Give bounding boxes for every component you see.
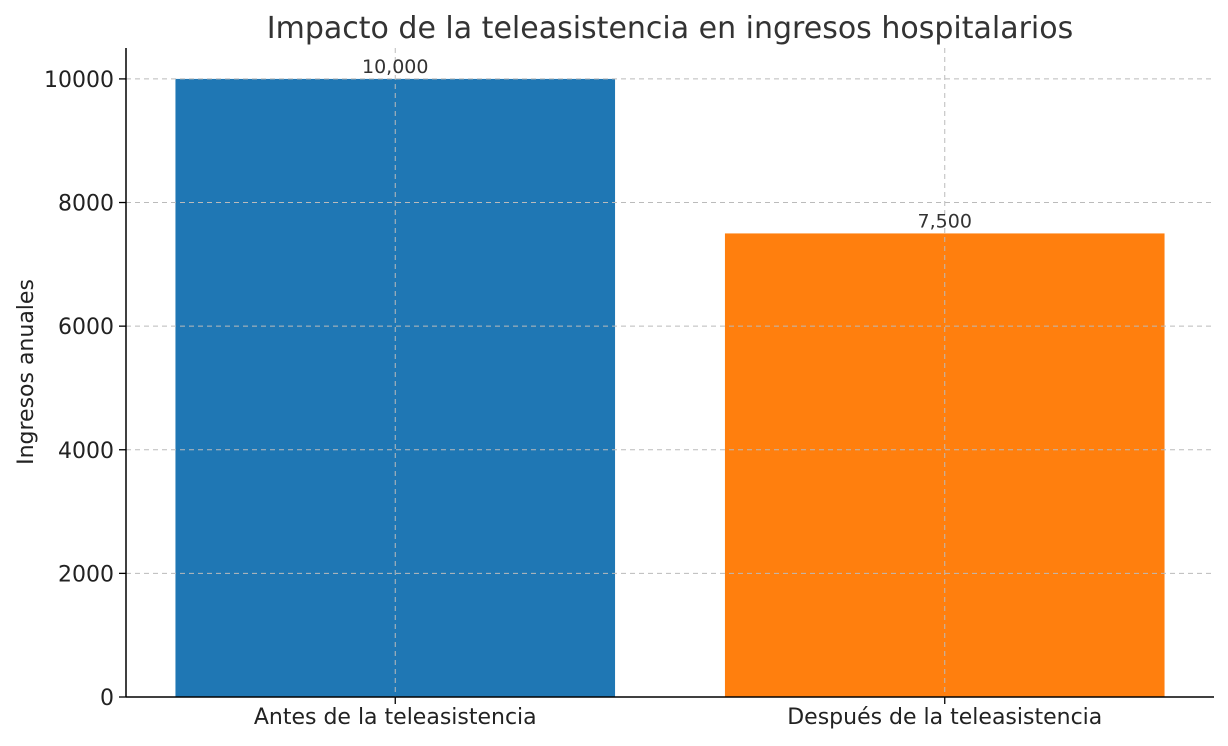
y-tick-label: 4000 xyxy=(58,439,114,464)
chart-title: Impacto de la teleasistencia en ingresos… xyxy=(267,11,1073,46)
y-tick-label: 2000 xyxy=(58,562,114,587)
y-tick-label: 10000 xyxy=(44,68,114,93)
data-label: 7,500 xyxy=(918,210,972,232)
x-tick-label: Antes de la teleasistencia xyxy=(254,705,537,730)
y-tick-label: 0 xyxy=(100,686,114,711)
y-tick-label: 8000 xyxy=(58,192,114,217)
x-tick-label: Después de la teleasistencia xyxy=(787,705,1102,730)
data-label: 10,000 xyxy=(362,56,428,78)
y-tick-label: 6000 xyxy=(58,315,114,340)
bar-1 xyxy=(175,78,616,697)
y-axis-label: Ingresos anuales xyxy=(14,279,39,465)
